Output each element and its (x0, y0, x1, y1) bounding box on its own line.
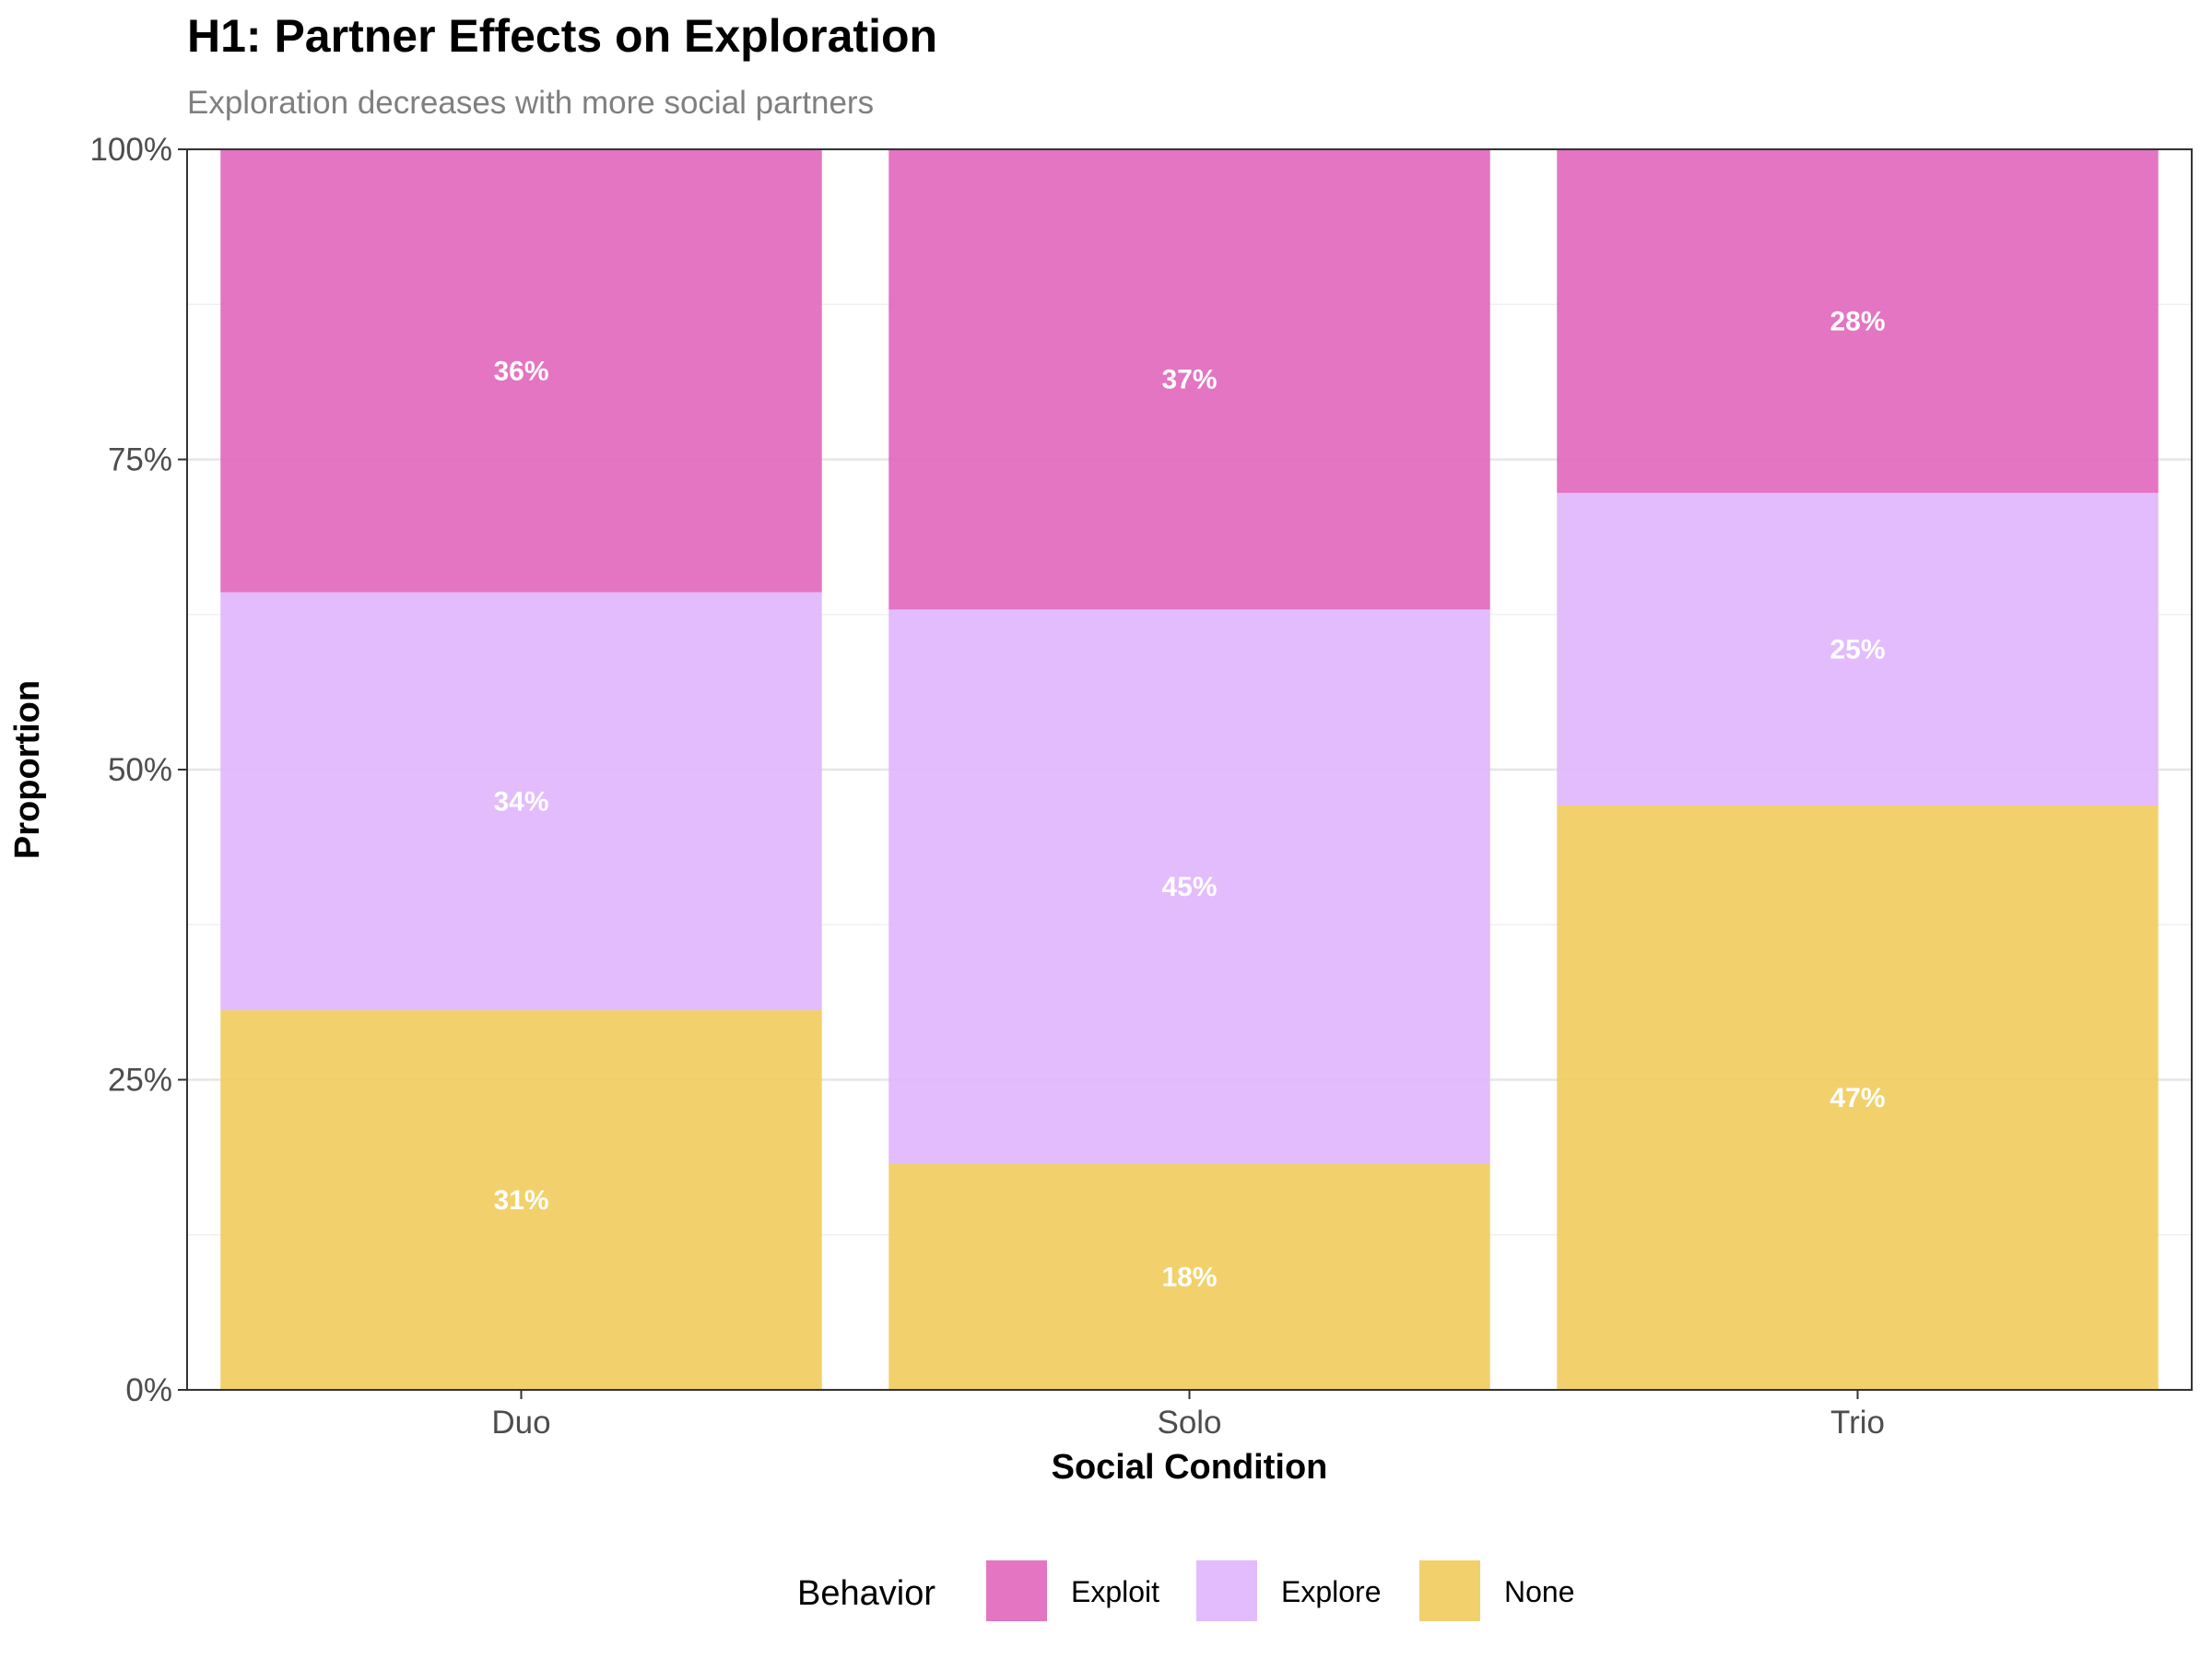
legend-items: Exploit Explore None (986, 1560, 1575, 1621)
x-tick-label: Trio (1830, 1405, 1885, 1441)
bar-exploit-duo (220, 149, 822, 593)
legend-key-exploit (986, 1560, 1047, 1621)
chart-subtitle: Exploration decreases with more social p… (187, 85, 875, 121)
y-axis-title: Proportion (8, 680, 47, 859)
bar-explore-solo (888, 609, 1490, 1165)
y-tick-label: 0% (125, 1372, 172, 1408)
chart-title: H1: Partner Effects on Exploration (187, 10, 938, 62)
y-tick-label: 50% (108, 752, 172, 788)
bar-none-trio (1557, 806, 2159, 1390)
y-tick-label: 75% (108, 442, 172, 478)
bar-explore-trio (1557, 492, 2159, 806)
bar-exploit-trio (1557, 149, 2159, 493)
x-tick-label: Solo (1157, 1405, 1221, 1441)
legend-label-explore: Explore (1281, 1575, 1382, 1608)
bar-none-duo (220, 1010, 822, 1390)
x-tick-label: Duo (491, 1405, 550, 1441)
bar-none-solo (888, 1164, 1490, 1390)
bar-explore-duo (220, 592, 822, 1011)
legend-label-none: None (1504, 1575, 1575, 1608)
legend-title: Behavior (797, 1574, 935, 1613)
data-label: 34% (493, 786, 548, 817)
data-label: 28% (1830, 306, 1885, 336)
data-label: 25% (1830, 634, 1885, 665)
legend-label-exploit: Exploit (1071, 1575, 1159, 1608)
legend: Behavior Exploit Explore None (797, 1560, 1575, 1621)
x-axis-title: Social Condition (1052, 1448, 1328, 1487)
y-tick-label: 100% (89, 132, 172, 168)
data-label: 47% (1830, 1083, 1885, 1113)
bar-exploit-solo (888, 149, 1490, 610)
legend-key-none (1419, 1560, 1480, 1621)
y-tick-label: 25% (108, 1063, 172, 1099)
data-label: 18% (1161, 1263, 1217, 1293)
data-label: 36% (493, 356, 548, 386)
data-label: 37% (1161, 365, 1217, 395)
legend-key-explore (1196, 1560, 1257, 1621)
data-label-group: 31% 34% 36% 18% 45% 37% 47% 25% 28% (493, 306, 1885, 1292)
bar-group (220, 149, 2159, 1390)
axes: Duo Solo Trio 0% 25% 50% 75% 100% (89, 132, 1885, 1441)
data-label: 45% (1161, 872, 1217, 902)
data-label: 31% (493, 1185, 548, 1216)
plot-area: 31% 34% 36% 18% 45% 37% 47% 25% 28% Duo Solo Trio 0… (8, 132, 2193, 1487)
